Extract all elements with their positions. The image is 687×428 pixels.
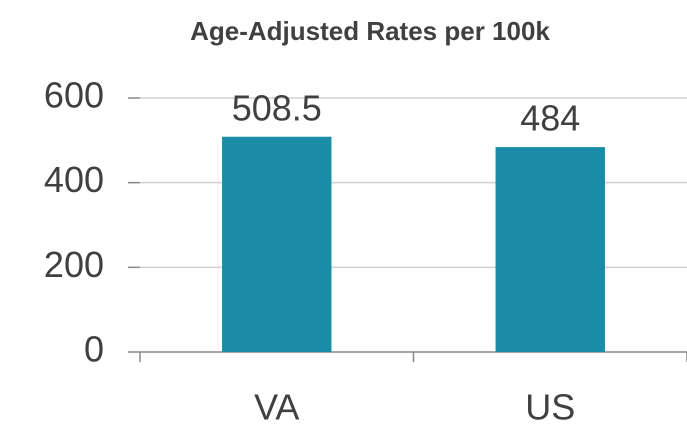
- bar: [495, 147, 605, 352]
- y-tick-label: 600: [44, 75, 104, 116]
- chart-title: Age-Adjusted Rates per 100k: [190, 16, 550, 46]
- data-label: 508.5: [232, 87, 322, 128]
- bar: [222, 136, 332, 352]
- x-tick-label: VA: [254, 387, 299, 428]
- y-tick-label: 0: [84, 329, 104, 370]
- data-label: 484: [520, 98, 580, 139]
- x-tick-label: US: [525, 387, 575, 428]
- y-tick-label: 200: [44, 244, 104, 285]
- y-tick-label: 400: [44, 159, 104, 200]
